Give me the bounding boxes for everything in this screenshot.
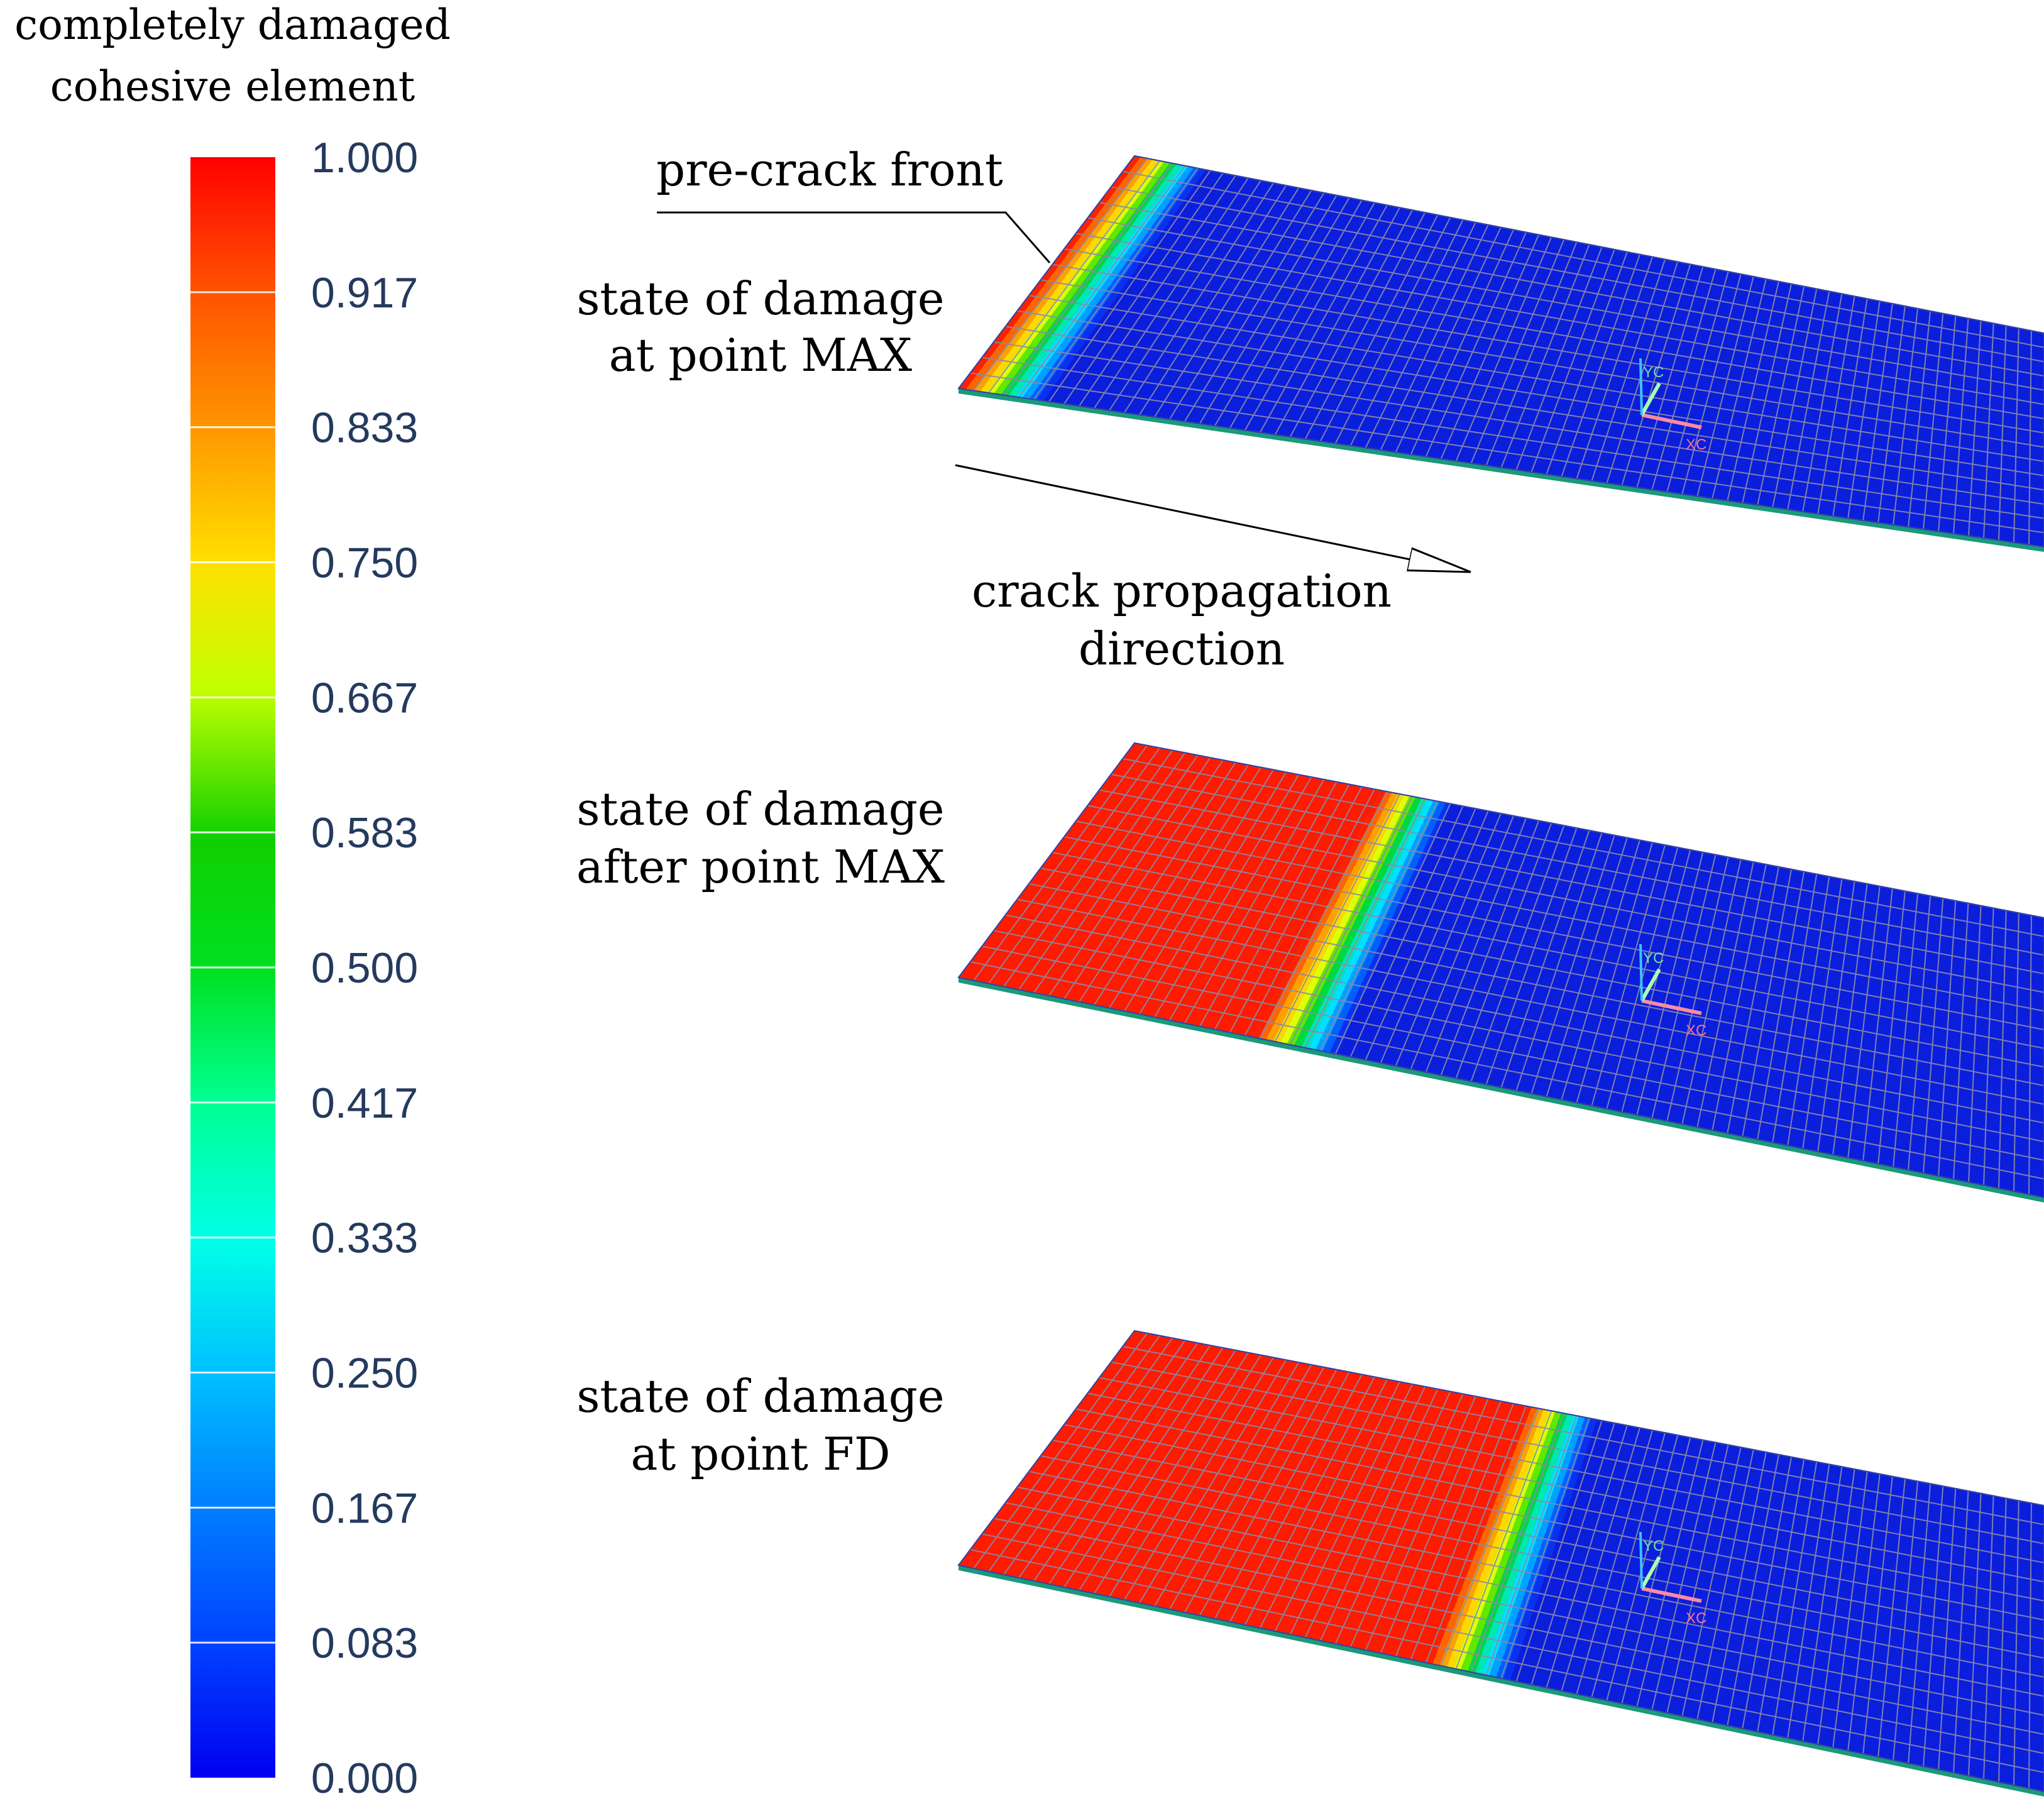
legend-tick-labels: 1.000 0.917 0.833 0.750 0.667 0.583 0.500 0.417… [311,134,418,1802]
legend-tick-label: 0.083 [311,1619,418,1667]
damage-front-strip [1432,1407,1538,1666]
damage-front-strip [1461,1411,1561,1671]
damage-front-strip [1336,803,1458,1056]
damaged-region [959,743,1380,1037]
coordinate-triad-icon: XC YC [1639,944,1706,1039]
damage-front-strip [1503,1418,1597,1680]
damage-front-strip [1489,1416,1585,1678]
plate-edge [959,388,2044,552]
legend-tick-label: 0.583 [311,809,418,857]
plate-outline [957,155,2044,548]
damage-front-strip [1475,1414,1573,1675]
triad-y-label: YC [1643,364,1664,381]
legend-tick-label: 0.333 [311,1214,418,1262]
legend-tick-label: 0.667 [311,674,418,722]
panel-label-line2: after point MAX [576,840,945,893]
plate-edge [959,1565,2044,1797]
legend-tick-label: 0.250 [311,1350,418,1397]
mesh-grid [958,1330,2044,1792]
legend-tick-label: 0.167 [311,1484,418,1532]
damage-front-strip [1251,790,1387,1038]
triad-x-label: XC [1686,1022,1706,1039]
damage-front-strip [1446,1409,1550,1669]
damage-front-strip [1265,792,1398,1042]
damage-front-strip [1481,1415,1580,1676]
damage-front-strip [979,159,1158,393]
damage-front-strip [1294,797,1422,1047]
annotations: pre-crack front crack propagation direct… [656,143,1471,675]
pre-crack-front-label: pre-crack front [656,143,1003,196]
crack-direction-arrow [955,464,1471,572]
legend-tick-label: 0.417 [311,1079,418,1127]
undamaged-region [959,156,2044,547]
damage-front-strip [1308,799,1434,1050]
legend-tick-label: 1.000 [311,134,418,182]
legend-tick-label: 0.750 [311,539,418,587]
legend-tick-label: 0.917 [311,269,418,317]
legend-tick-label: 0.500 [311,944,418,992]
damage-front-strip [972,158,1153,392]
plate-outline [957,742,2044,1199]
plate-edge [959,977,2044,1203]
mesh-grid [958,155,2044,548]
triad-x-label: XC [1686,1610,1706,1627]
crack-direction-label-line2: direction [1079,622,1285,675]
damage-front-strip [1329,803,1452,1054]
damage-front-strip [959,156,1141,390]
damage-front-strip [1425,1406,1532,1665]
legend-tick-label: 0.000 [311,1754,418,1802]
damage-front-strip [1301,798,1428,1049]
damage-front-strip [1008,163,1182,397]
panel-label-line2: at point MAX [609,329,912,382]
panel-label-line2: at point FD [630,1428,890,1480]
panel-label-line1: state of damage [576,272,944,325]
triad-y-label: YC [1643,950,1664,967]
damage-front-strip [1036,168,1206,401]
legend-separators [190,291,275,1644]
coordinate-triad-icon: XC YC [1639,358,1706,453]
panel-label-line1: state of damage [576,783,944,835]
damage-front-strip [1022,166,1194,399]
legend-title-line2: cohesive element [50,62,415,111]
legend-tick-label: 0.833 [311,404,418,452]
damage-front-strip [1510,1419,1603,1682]
damage-front-strip [1280,795,1410,1044]
crack-direction-label-line1: crack propagation [972,564,1392,617]
legend-title-line1: completely damaged [14,1,451,49]
coordinate-triad-icon: XC YC [1639,1531,1706,1627]
damage-front-strip [1322,801,1446,1053]
triad-x-label: XC [1686,436,1706,453]
damage-front-strip [994,162,1170,395]
pre-crack-front-leader [657,211,1051,263]
panel-label-line1: state of damage [576,1370,944,1423]
plate-outline [957,1330,2044,1793]
triad-y-label: YC [1643,1538,1664,1555]
legend: completely damaged cohesive element 1.00… [14,1,451,1802]
damage-front-strip [965,157,1146,391]
